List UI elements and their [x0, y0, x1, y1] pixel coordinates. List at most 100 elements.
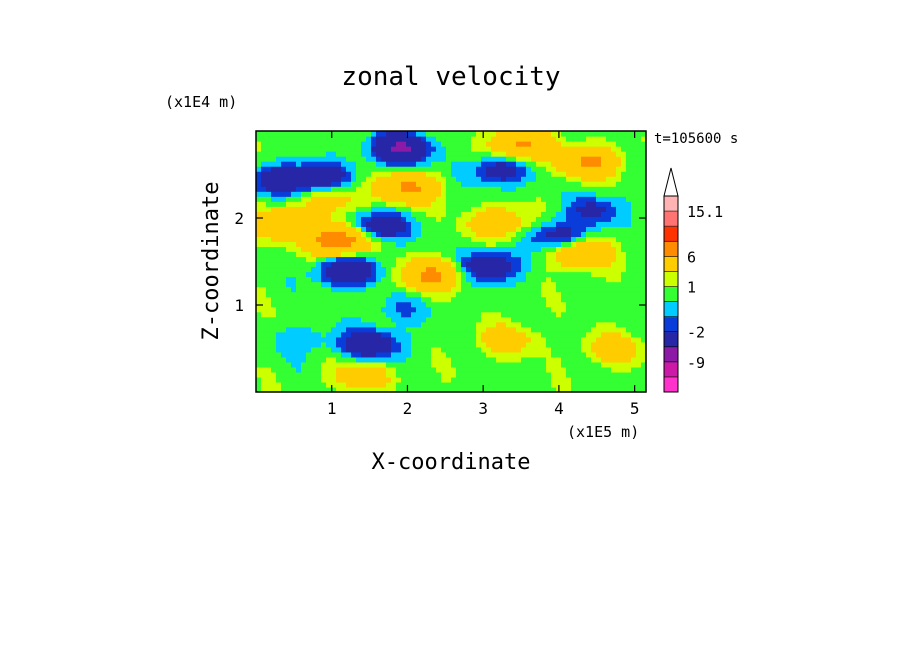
contour-cell — [616, 261, 622, 268]
contour-cell — [506, 161, 512, 167]
contour-cell — [361, 176, 367, 182]
contour-cell — [286, 186, 292, 192]
contour-cell — [296, 246, 302, 253]
contour-cell — [611, 231, 617, 238]
contour-cell — [401, 346, 407, 353]
contour-cell — [276, 251, 282, 258]
contour-cell — [311, 261, 317, 268]
contour-cell — [346, 336, 352, 343]
contour-cell — [496, 256, 502, 263]
contour-cell — [261, 201, 267, 207]
contour-cell — [631, 281, 637, 288]
contour-cell — [606, 296, 612, 303]
contour-cell — [551, 251, 557, 258]
contour-cell — [541, 306, 547, 313]
contour-cell — [401, 201, 407, 207]
contour-cell — [591, 211, 597, 217]
contour-cell — [636, 256, 642, 263]
contour-cell — [461, 266, 467, 273]
contour-cell — [626, 331, 632, 338]
contour-cell — [481, 246, 487, 253]
contour-cell — [271, 276, 277, 283]
contour-cell — [356, 311, 362, 318]
contour-cell — [601, 271, 607, 278]
contour-cell — [346, 346, 352, 353]
contour-cell — [606, 281, 612, 288]
contour-cell — [481, 321, 487, 328]
contour-cell — [381, 366, 387, 373]
contour-cell — [256, 291, 262, 298]
contour-cell — [296, 266, 302, 273]
contour-cell — [561, 286, 567, 293]
contour-cell — [311, 351, 317, 358]
contour-cell — [621, 136, 627, 142]
contour-cell — [571, 161, 577, 167]
contour-cell — [291, 171, 297, 177]
contour-cell — [626, 321, 632, 328]
contour-cell — [511, 221, 517, 227]
contour-cell — [541, 146, 547, 152]
contour-cell — [301, 291, 307, 298]
contour-cell — [606, 256, 612, 263]
contour-cell — [636, 326, 642, 333]
contour-cell — [506, 371, 512, 378]
contour-cell — [391, 236, 397, 243]
contour-cell — [286, 346, 292, 353]
contour-cell — [336, 196, 342, 202]
contour-cell — [636, 191, 642, 197]
contour-cell — [596, 341, 602, 348]
contour-cell — [611, 311, 617, 318]
contour-cell — [561, 216, 567, 222]
contour-cell — [336, 351, 342, 358]
contour-cell — [496, 361, 502, 368]
contour-cell — [321, 166, 327, 172]
contour-cell — [511, 201, 517, 207]
contour-cell — [256, 356, 262, 363]
contour-cell — [286, 321, 292, 328]
contour-cell — [351, 256, 357, 263]
contour-cell — [511, 236, 517, 243]
contour-cell — [271, 191, 277, 197]
contour-cell — [561, 296, 567, 303]
contour-cell — [456, 321, 462, 328]
contour-cell — [481, 226, 487, 232]
contour-cell — [301, 346, 307, 353]
contour-cell — [381, 256, 387, 263]
contour-cell — [401, 141, 407, 147]
contour-cell — [291, 176, 297, 182]
contour-cell — [641, 181, 646, 187]
contour-cell — [256, 131, 262, 137]
contour-cell — [321, 256, 327, 263]
contour-cell — [556, 356, 562, 363]
contour-cell — [361, 226, 367, 232]
contour-cell — [366, 206, 372, 212]
contour-cell — [586, 301, 592, 308]
contour-cell — [491, 296, 497, 303]
contour-cell — [411, 306, 417, 313]
contour-cell — [456, 281, 462, 288]
contour-cell — [516, 156, 522, 162]
contour-cell — [471, 231, 477, 238]
y-tick-label: 1 — [234, 296, 244, 315]
contour-cell — [531, 146, 537, 152]
contour-cell — [286, 301, 292, 308]
contour-cell — [636, 206, 642, 212]
contour-cell — [401, 261, 407, 268]
contour-cell — [436, 331, 442, 338]
contour-cell — [531, 136, 537, 142]
contour-cell — [606, 206, 612, 212]
contour-cell — [321, 376, 327, 383]
contour-cell — [436, 226, 442, 232]
contour-cell — [551, 161, 557, 167]
contour-cell — [366, 366, 372, 373]
contour-cell — [501, 321, 507, 328]
contour-cell — [476, 156, 482, 162]
contour-cell — [571, 206, 577, 212]
contour-cell — [601, 371, 607, 378]
contour-cell — [341, 171, 347, 177]
contour-cell — [301, 196, 307, 202]
contour-cell — [256, 331, 262, 338]
contour-cell — [486, 221, 492, 227]
contour-cell — [326, 236, 332, 243]
contour-cell — [551, 361, 557, 368]
